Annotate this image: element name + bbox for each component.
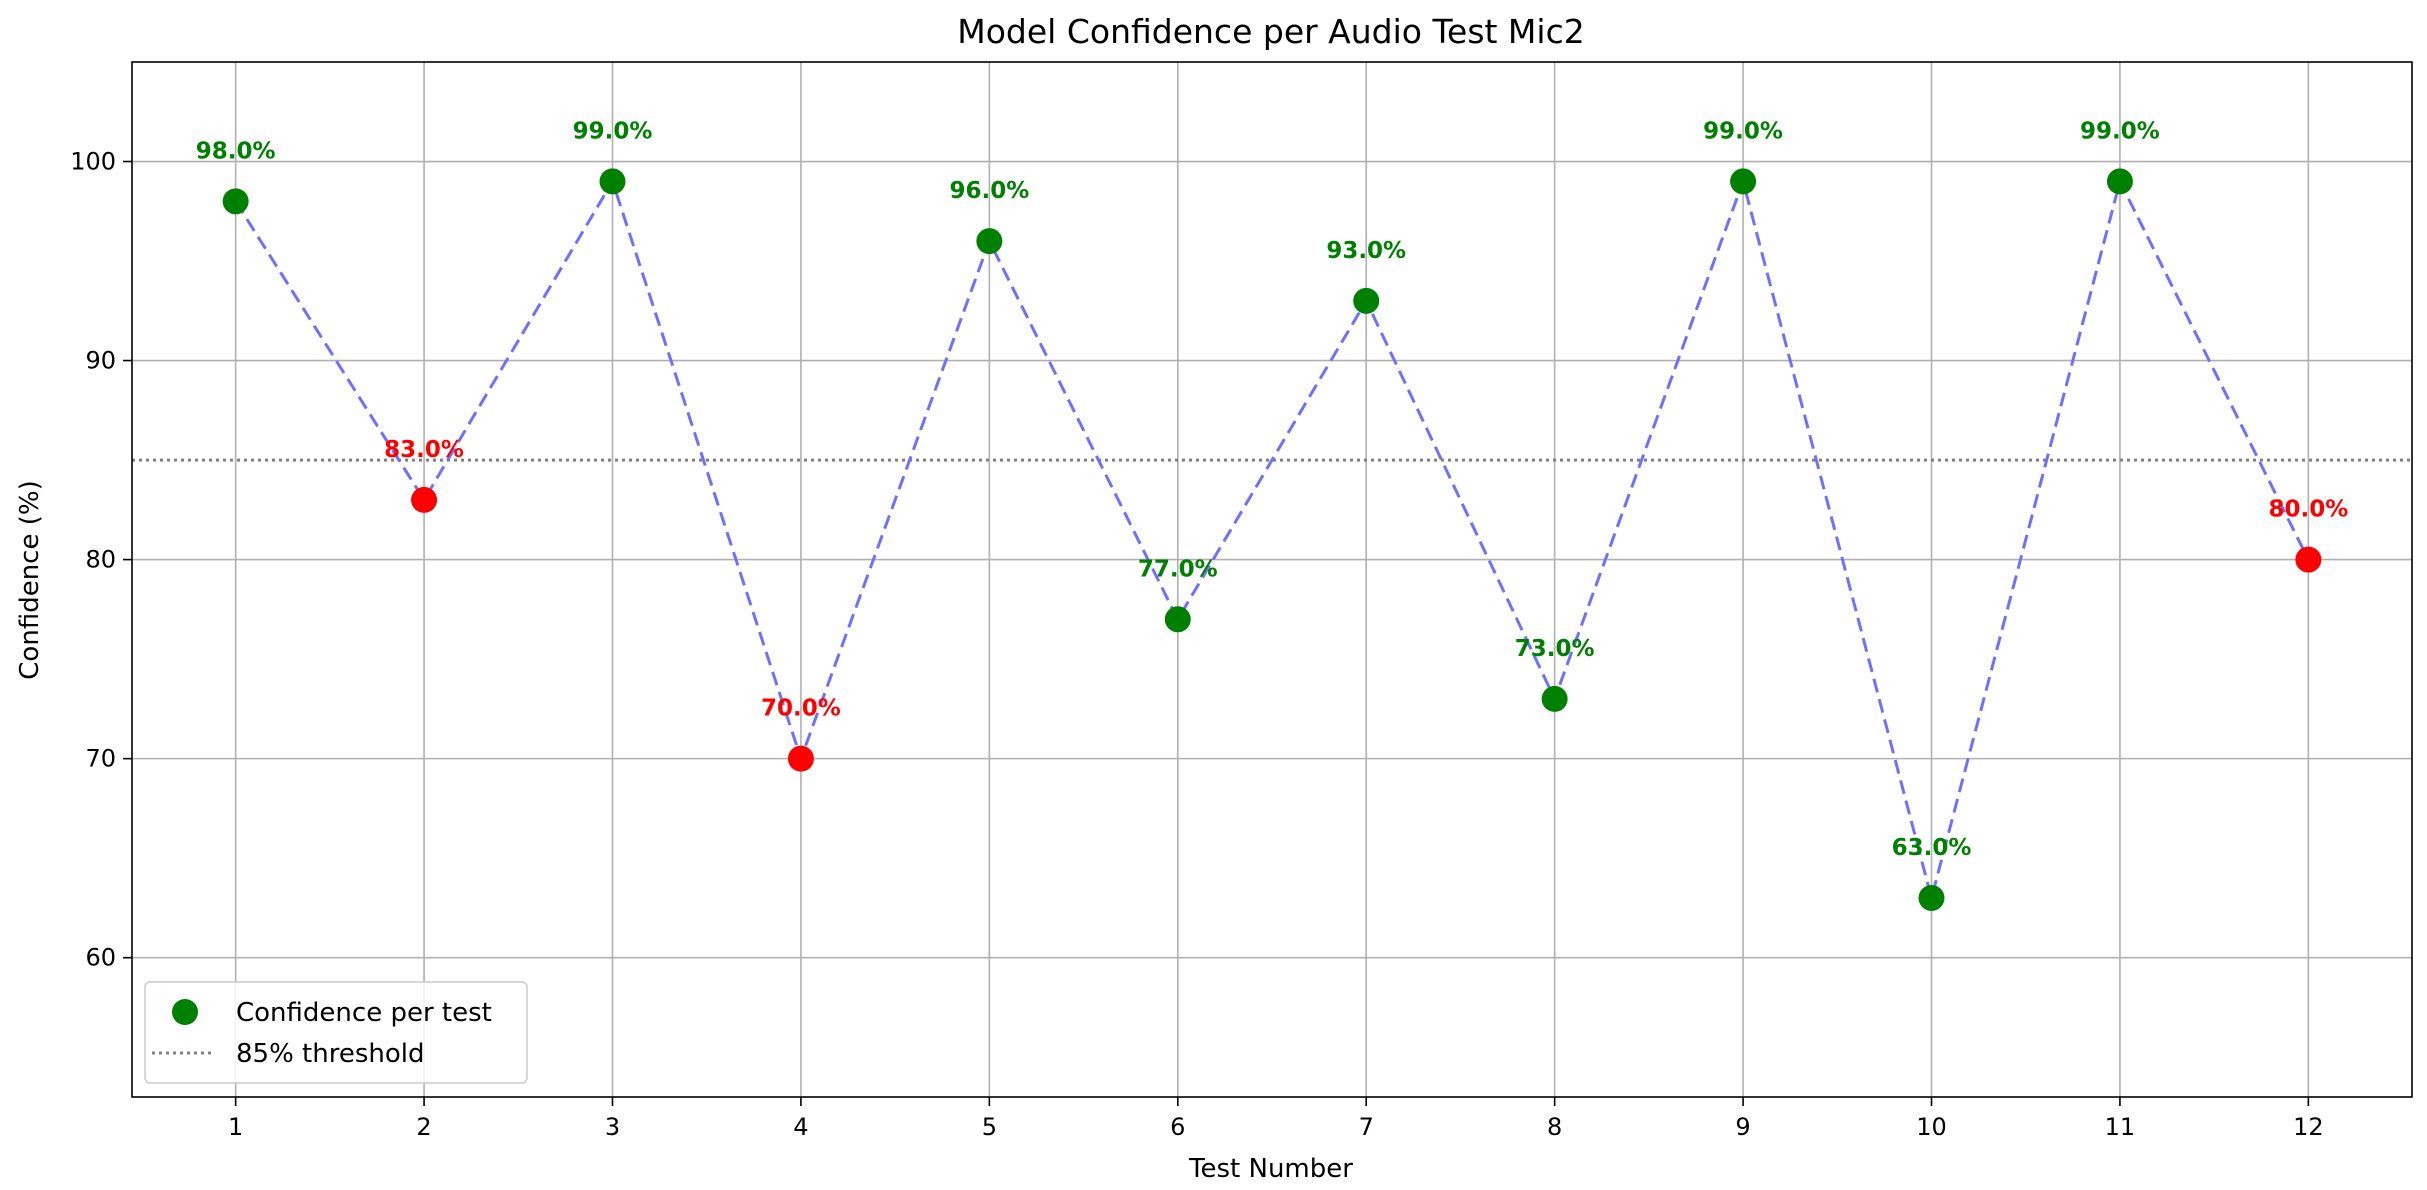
data-label: 96.0%	[949, 178, 1029, 204]
data-label: 63.0%	[1892, 835, 1972, 861]
data-point	[1164, 606, 1191, 633]
plot-frame	[131, 61, 2413, 1098]
data-point	[787, 745, 814, 772]
legend-box	[144, 981, 528, 1084]
x-tick-label: 2	[416, 1113, 431, 1141]
x-axis-label: Test Number	[1188, 1154, 1353, 1184]
y-tick-label: 60	[85, 944, 116, 972]
y-tick-label: 80	[85, 546, 116, 574]
x-tick-label: 12	[2293, 1113, 2324, 1141]
data-label: 93.0%	[1326, 238, 1406, 264]
data-point	[411, 486, 438, 513]
legend-marker-icon	[172, 999, 198, 1025]
data-point	[1541, 685, 1568, 712]
connector-layer	[234, 176, 2310, 904]
data-label: 80.0%	[2268, 497, 2348, 523]
y-tick-label: 70	[85, 745, 116, 773]
legend-label-threshold: 85% threshold	[236, 1039, 425, 1069]
data-label: 77.0%	[1138, 556, 1218, 582]
data-label: 99.0%	[1703, 118, 1783, 144]
x-tick-label: 5	[982, 1113, 997, 1141]
point-layer	[222, 168, 2322, 911]
data-point	[2106, 168, 2133, 195]
data-point	[1730, 168, 1757, 195]
y-axis-label: Confidence (%)	[15, 480, 45, 679]
y-tick-label: 90	[85, 347, 116, 375]
data-point	[222, 188, 249, 215]
data-label: 73.0%	[1515, 636, 1595, 662]
x-tick-label: 3	[605, 1113, 620, 1141]
x-tick-label: 9	[1735, 1113, 1750, 1141]
chart-title: Model Confidence per Audio Test Mic2	[957, 12, 1584, 51]
data-label: 99.0%	[2080, 118, 2160, 144]
data-label: 98.0%	[196, 138, 276, 164]
x-tick-label: 6	[1170, 1113, 1185, 1141]
grid	[132, 62, 2412, 1097]
legend-label-confidence: Confidence per test	[236, 998, 492, 1028]
connector-line	[234, 176, 2310, 904]
data-point	[1353, 287, 1380, 314]
x-tick-label: 1	[228, 1113, 243, 1141]
legend: Confidence per test 85% threshold	[144, 981, 528, 1084]
x-tick-label: 11	[2105, 1113, 2136, 1141]
data-label: 99.0%	[573, 118, 653, 144]
data-point	[1918, 884, 1945, 911]
data-label: 70.0%	[761, 696, 841, 722]
x-tick-label: 8	[1547, 1113, 1562, 1141]
x-tick-label: 10	[1916, 1113, 1947, 1141]
data-label-layer: 98.0% 83.0% 99.0% 70.0% 96.0% 77.0% 93.0% 73.0%…	[196, 118, 2349, 861]
data-label: 83.0%	[384, 437, 464, 463]
y-tick-label: 100	[70, 148, 116, 176]
data-point	[599, 168, 626, 195]
x-tick-label: 4	[793, 1113, 808, 1141]
x-tick-label: 7	[1359, 1113, 1374, 1141]
data-point	[976, 228, 1003, 255]
data-point	[2295, 546, 2322, 573]
